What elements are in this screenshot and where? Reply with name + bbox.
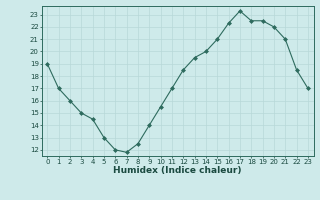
X-axis label: Humidex (Indice chaleur): Humidex (Indice chaleur) — [113, 166, 242, 175]
